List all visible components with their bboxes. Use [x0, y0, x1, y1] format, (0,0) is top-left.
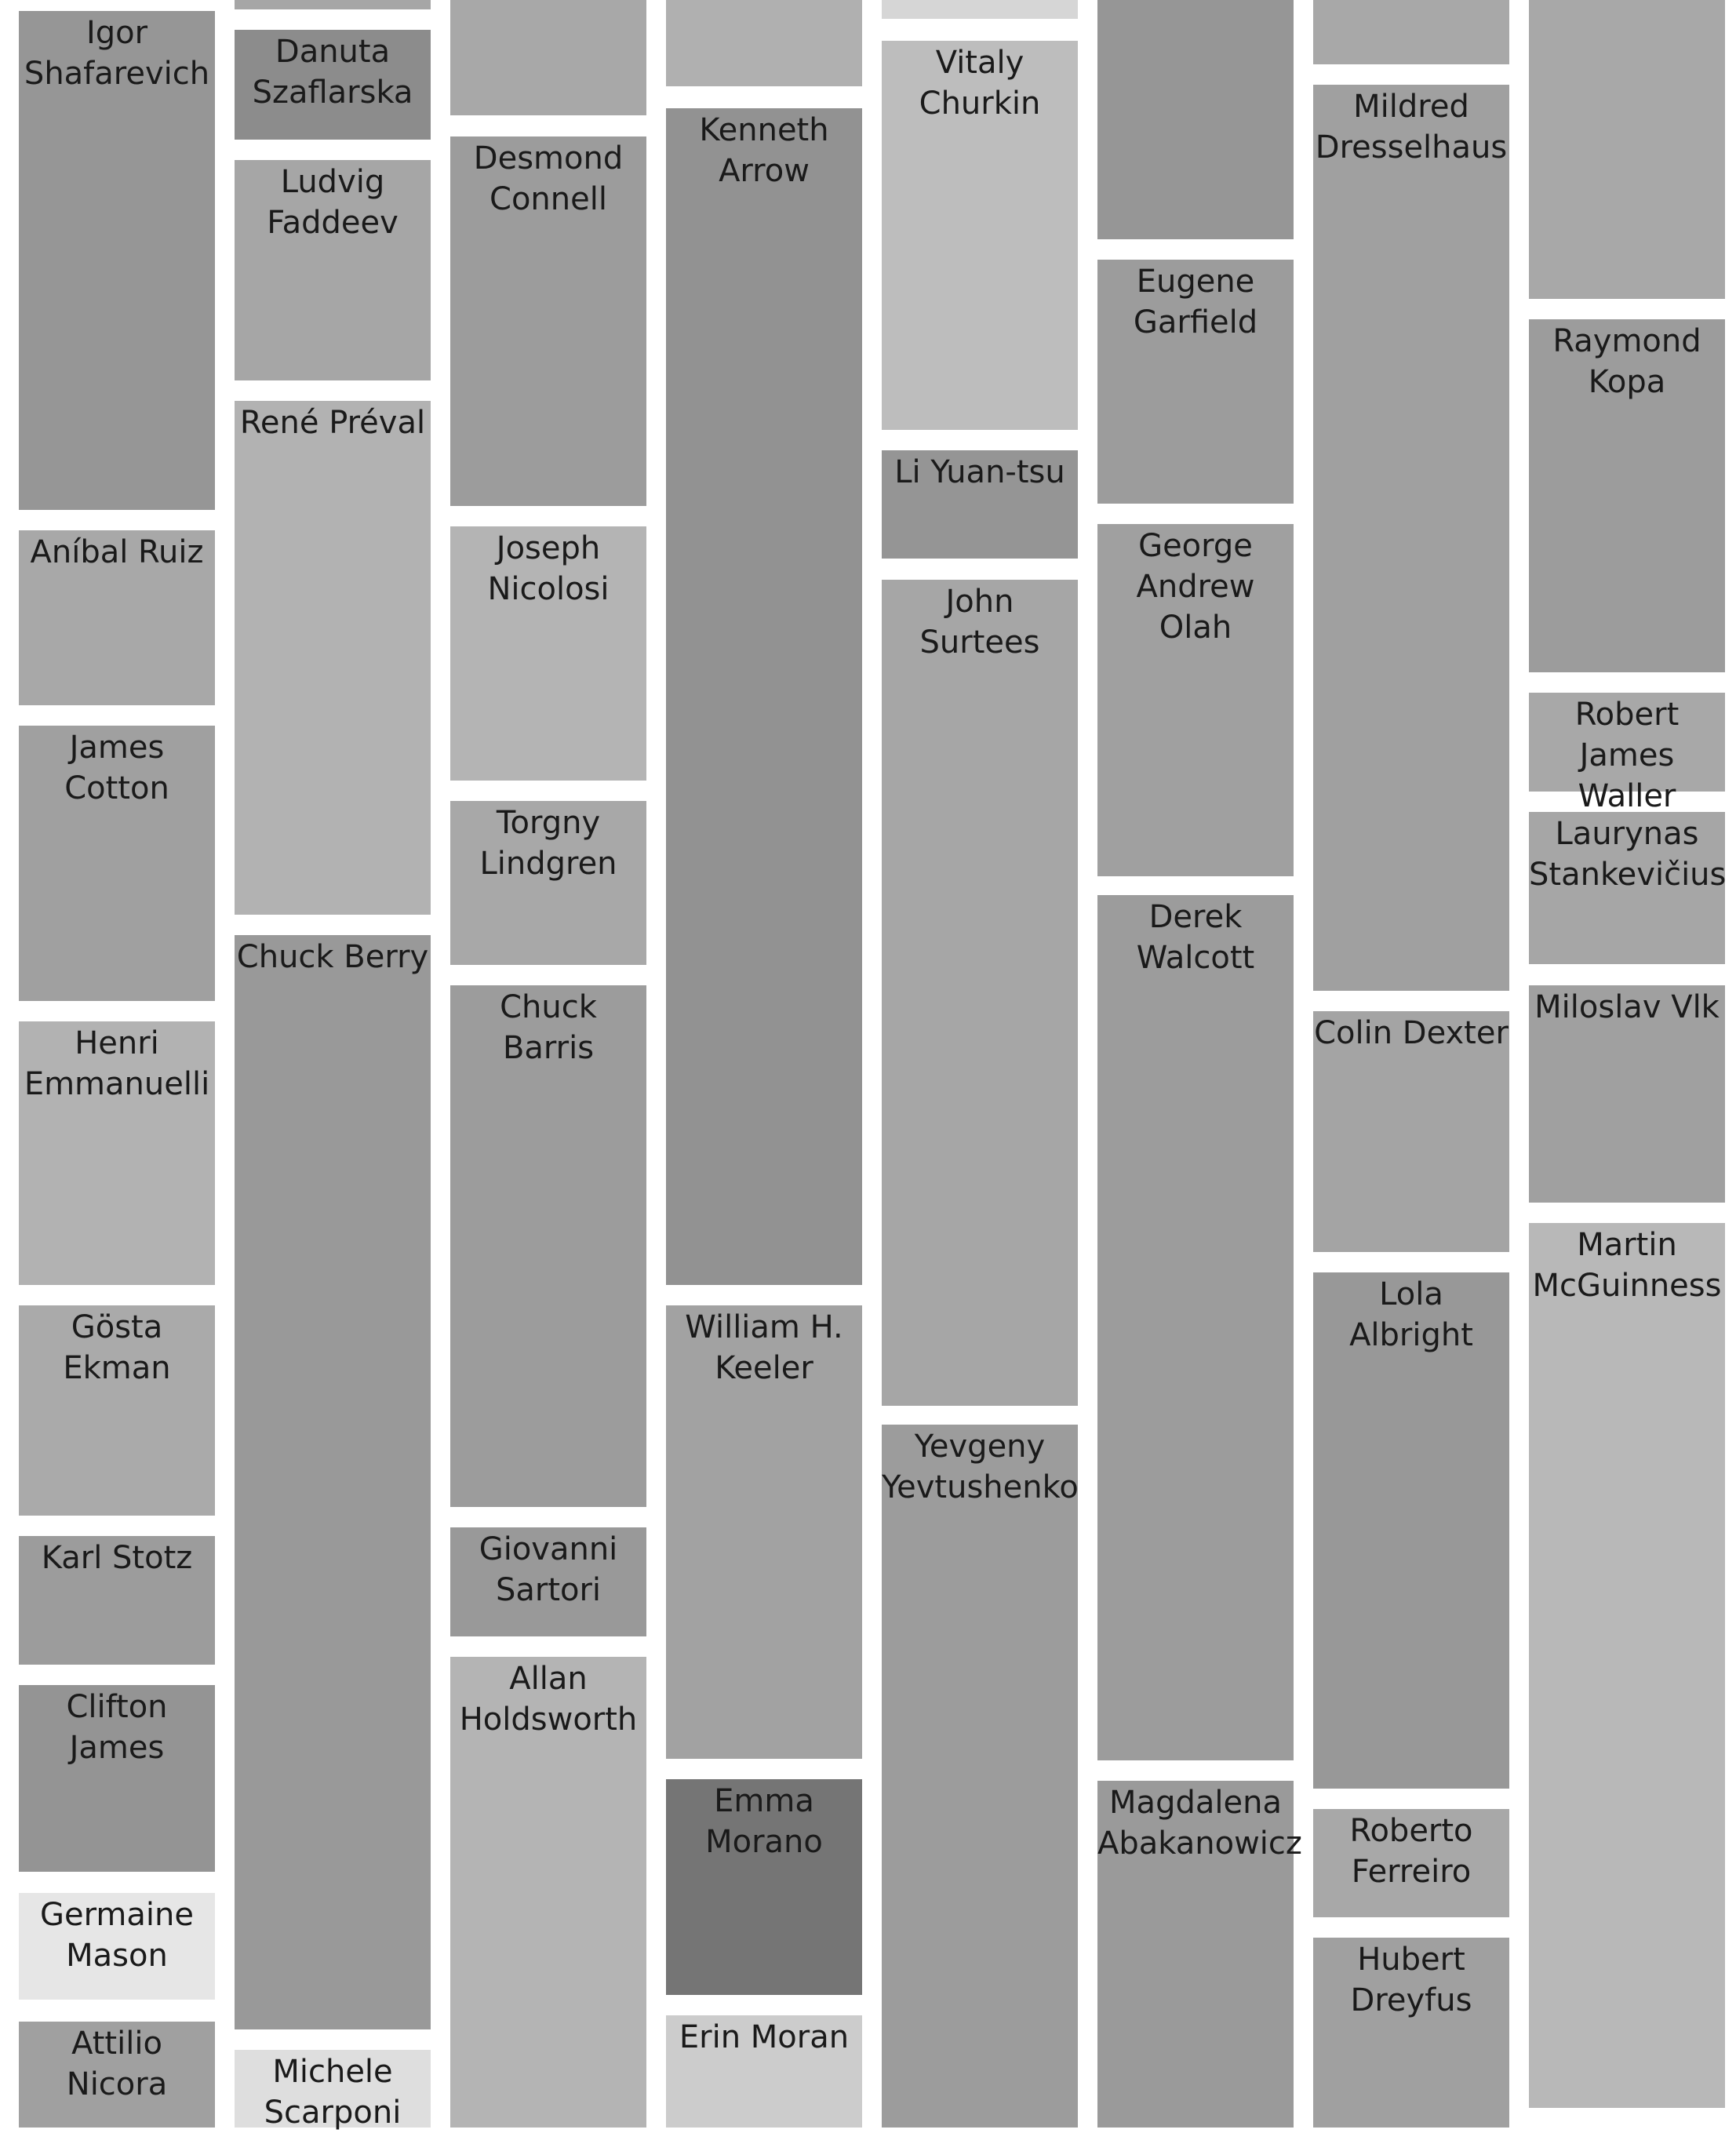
tile-label: William H. Keeler: [685, 1309, 843, 1386]
tile-label: Germaine Mason: [40, 1897, 194, 1974]
tile-label: Desmond Connell: [473, 140, 624, 217]
treemap-tile: Giovanni Sartori: [450, 1527, 646, 1636]
treemap-tile: James Cotton: [19, 726, 215, 1001]
tile-label: John Surtees: [919, 584, 1040, 661]
tile-label: Martin McGuinness: [1532, 1227, 1722, 1304]
treemap-tile: Chuck Berry: [235, 935, 431, 2029]
treemap-tile: Michele Scarponi: [235, 2050, 431, 2131]
tile-label: Joseph Nicolosi: [487, 530, 610, 607]
treemap-tile: Vitaly Churkin: [882, 41, 1078, 430]
tile-label: Colin Dexter: [1314, 1015, 1509, 1051]
treemap-tile: [1313, 0, 1509, 64]
tile-label: Clifton James: [66, 1689, 168, 1766]
tile-label: Roberto Ferreiro: [1349, 1813, 1473, 1890]
treemap-tile: Derek Walcott: [1097, 895, 1294, 1760]
treemap-tile: Raymond Kopa: [1529, 319, 1725, 672]
treemap-tile: Gösta Ekman: [19, 1305, 215, 1516]
tile-label: Hubert Dreyfus: [1350, 1942, 1472, 2018]
tile-label: Gösta Ekman: [63, 1309, 171, 1386]
tile-label: Magdalena Abakanowicz: [1097, 1785, 1302, 1862]
tile-label: Eugene Garfield: [1133, 264, 1258, 340]
treemap-tile: Clifton James: [19, 1685, 215, 1872]
tile-label: Emma Morano: [705, 1783, 823, 1860]
tile-label: Laurynas Stankevičius: [1529, 816, 1727, 893]
treemap-tile: [235, 0, 431, 9]
tile-label: Giovanni Sartori: [479, 1531, 618, 1608]
tile-label: Yevgeny Yevtushenko: [882, 1429, 1079, 1505]
treemap-tile: Germaine Mason: [19, 1893, 215, 2000]
treemap-tile: Karl Stotz: [19, 1536, 215, 1665]
tile-label: Mildred Dresselhaus: [1315, 89, 1508, 166]
treemap-tile: Joseph Nicolosi: [450, 526, 646, 781]
tile-label: Kenneth Arrow: [699, 112, 829, 189]
tile-label: Raymond Kopa: [1552, 323, 1701, 400]
treemap-tile: Miloslav Vlk: [1529, 985, 1725, 1203]
tile-label: Miloslav Vlk: [1534, 989, 1720, 1025]
treemap-tile: Desmond Connell: [450, 136, 646, 506]
tile-label: Michele Scarponi: [264, 2054, 402, 2131]
treemap-tile: [1529, 0, 1725, 299]
tile-label: René Préval: [239, 405, 426, 441]
treemap-tile: [450, 0, 646, 115]
tile-label: Igor Shafarevich: [24, 15, 210, 92]
treemap-tile: Igor Shafarevich: [19, 11, 215, 510]
treemap-tile: Ludvig Faddeev: [235, 160, 431, 380]
treemap-tile: Henri Emmanuelli: [19, 1021, 215, 1285]
tile-label: Erin Moran: [679, 2019, 850, 2055]
treemap-tile: Laurynas Stankevičius: [1529, 812, 1727, 964]
tile-label: Lola Albright: [1349, 1276, 1473, 1353]
treemap-tile: René Préval: [235, 401, 431, 915]
treemap-tile: Emma Morano: [666, 1779, 862, 1995]
treemap-tile: Roberto Ferreiro: [1313, 1809, 1509, 1917]
treemap-tile: Erin Moran: [666, 2015, 862, 2128]
tile-label: James Cotton: [64, 730, 169, 806]
tile-label: Li Yuan-tsu: [894, 454, 1065, 490]
tile-label: Allan Holdsworth: [459, 1661, 638, 1738]
tile-label: Aníbal Ruiz: [30, 534, 204, 570]
treemap-tile: [666, 0, 862, 86]
tile-label: Henri Emmanuelli: [24, 1025, 210, 1102]
treemap-tile: Robert James Waller: [1529, 693, 1725, 814]
treemap-tile: Eugene Garfield: [1097, 260, 1294, 504]
treemap-tile: Martin McGuinness: [1529, 1223, 1725, 2108]
treemap-tile: Chuck Barris: [450, 985, 646, 1507]
tile-label: Derek Walcott: [1136, 899, 1255, 976]
treemap-tile: Lola Albright: [1313, 1272, 1509, 1789]
treemap-tile: Magdalena Abakanowicz: [1097, 1781, 1302, 2128]
tile-label: Robert James Waller: [1574, 697, 1680, 814]
treemap-tile: Mildred Dresselhaus: [1313, 85, 1509, 991]
treemap-tile: George Andrew Olah: [1097, 524, 1294, 876]
tile-label: Karl Stotz: [41, 1540, 193, 1576]
treemap-tile: Attilio Nicora: [19, 2022, 215, 2128]
treemap-tile: Hubert Dreyfus: [1313, 1938, 1509, 2128]
treemap-tile: Aníbal Ruiz: [19, 530, 215, 705]
treemap-tile: Kenneth Arrow: [666, 108, 862, 1285]
treemap-tile: John Surtees: [882, 580, 1078, 1406]
tile-label: Attilio Nicora: [66, 2026, 168, 2102]
treemap-tile: Yevgeny Yevtushenko: [882, 1425, 1079, 2128]
tile-label: Chuck Barris: [500, 989, 597, 1066]
tile-label: Vitaly Churkin: [919, 45, 1041, 122]
tile-label: Chuck Berry: [236, 939, 429, 975]
tile-label: Danuta Szaflarska: [252, 34, 413, 111]
treemap-tile: Danuta Szaflarska: [235, 30, 431, 140]
tile-label: Ludvig Faddeev: [267, 164, 399, 241]
treemap-tile: Torgny Lindgren: [450, 801, 646, 965]
treemap-tile: Allan Holdsworth: [450, 1657, 646, 2128]
treemap-tile: Colin Dexter: [1313, 1011, 1509, 1252]
treemap-tile: [882, 0, 1078, 19]
tile-label: Torgny Lindgren: [479, 805, 617, 882]
tile-label: George Andrew Olah: [1136, 528, 1255, 646]
treemap-tile: Li Yuan-tsu: [882, 450, 1078, 559]
treemap-tile: [1097, 0, 1294, 239]
treemap-tile: William H. Keeler: [666, 1305, 862, 1759]
